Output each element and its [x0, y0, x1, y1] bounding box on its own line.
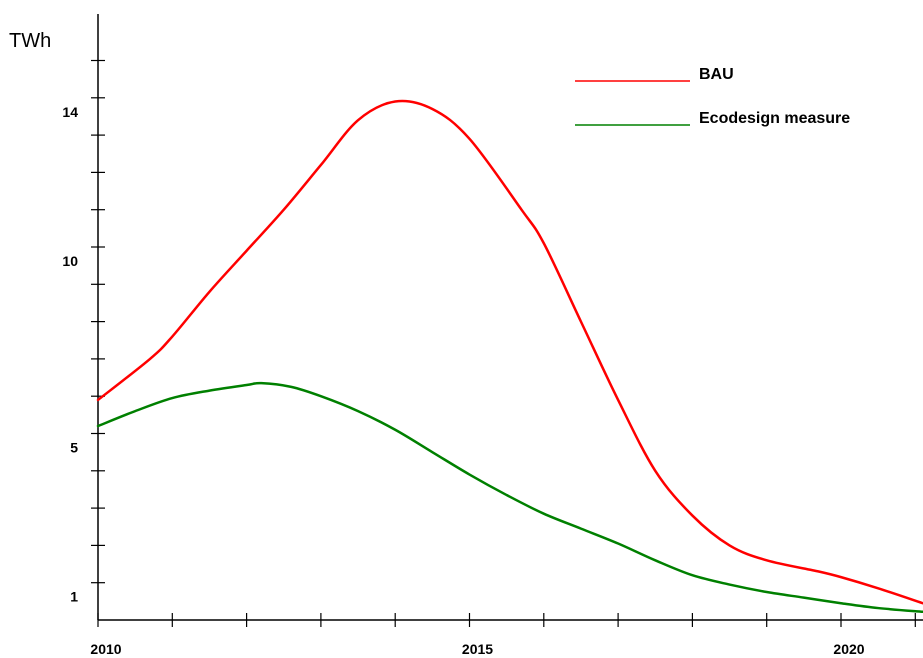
x-tick-label-2010: 2010: [90, 641, 121, 657]
x-axis-tick-labels: 2010 2015 2020: [90, 641, 864, 657]
series-line-bau: [96, 99, 923, 605]
legend-label-bau: BAU: [699, 66, 734, 83]
y-axis-ticks: [91, 59, 105, 584]
y-axis-unit-label: TWh: [9, 30, 51, 52]
y-axis-tick-labels: 1 5 10 14: [62, 104, 78, 605]
x-tick-label-2015: 2015: [462, 641, 493, 657]
series-line-ecodesign-measure: [96, 381, 923, 614]
x-tick-label-2020: 2020: [833, 641, 864, 657]
y-tick-label-14: 14: [62, 104, 78, 120]
series-lines: [96, 99, 923, 614]
legend-label-ecodesign-measure: Ecodesign measure: [699, 110, 850, 127]
y-tick-label-10: 10: [62, 253, 78, 269]
y-tick-label-5: 5: [70, 440, 78, 456]
x-axis-ticks: [97, 613, 916, 627]
chart-legend: BAU Ecodesign measure: [575, 66, 850, 127]
y-tick-label-1: 1: [70, 589, 78, 605]
